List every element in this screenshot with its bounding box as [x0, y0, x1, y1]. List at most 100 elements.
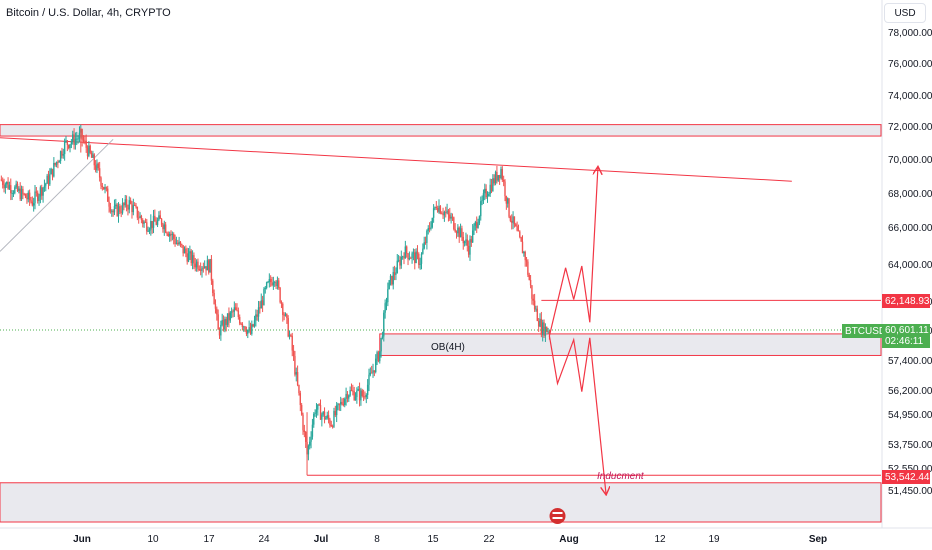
candle-body [357, 389, 359, 391]
candle-body [377, 352, 380, 362]
candle-body [282, 303, 284, 315]
candle-body [493, 178, 495, 184]
candle-body [365, 395, 367, 398]
candle-body [502, 179, 505, 182]
price-tick: 64,000.00 [888, 260, 932, 271]
candle-body [362, 395, 365, 397]
candle-body [385, 302, 388, 304]
candle-body [174, 238, 176, 244]
us-flag-icon-stripe [552, 512, 563, 514]
candle-body [353, 391, 355, 400]
time-tick: 22 [483, 534, 495, 545]
candle-body [506, 198, 509, 204]
candle-body [384, 303, 386, 313]
candle-body [248, 327, 250, 330]
candle-body [341, 401, 343, 404]
candle-body [15, 183, 17, 188]
candle-body [396, 260, 398, 274]
candle-body [334, 410, 337, 416]
candle-body [423, 242, 425, 249]
candle-body [123, 203, 125, 206]
candle-body [465, 239, 467, 242]
candle-body [214, 304, 217, 309]
candle-body [159, 215, 161, 219]
candle-body [65, 140, 67, 142]
price-tick: 54,950.00 [888, 410, 932, 421]
candle-body [405, 246, 408, 254]
candle-body [179, 241, 182, 245]
candle-body [54, 162, 56, 165]
candle-body [78, 132, 81, 139]
currency-button[interactable]: USD [884, 3, 926, 23]
price-tick: 56,200.00 [888, 386, 932, 397]
price-tick: 76,000.00 [888, 59, 932, 70]
price-tick: 51,450.00 [888, 486, 932, 497]
candle-body [352, 390, 354, 392]
candle-body [210, 259, 213, 281]
candle-body [432, 208, 435, 218]
candle-body [366, 384, 369, 396]
candle-body [314, 412, 316, 414]
candle-body [222, 320, 225, 330]
candle-body [376, 352, 378, 359]
candle-body [53, 162, 55, 177]
candle-body [375, 358, 377, 373]
candle-body [216, 308, 218, 315]
candle-body [520, 237, 522, 242]
candle-body [271, 282, 273, 286]
candle-body [509, 216, 512, 221]
candle-body [151, 221, 153, 228]
candle-body [31, 201, 34, 206]
candle-body [539, 318, 541, 327]
candle-body [66, 140, 69, 145]
bar-countdown: 02:46:11 [885, 336, 924, 347]
candle-body [443, 212, 446, 216]
candle-body [140, 215, 143, 220]
candle-body [311, 424, 314, 437]
candle-body [24, 194, 27, 198]
candle-body [166, 232, 168, 234]
candle-body [278, 280, 280, 288]
candle-body [454, 229, 456, 232]
candle-body [348, 395, 350, 399]
candle-body [148, 229, 151, 232]
time-tick: 8 [374, 534, 380, 545]
candle-body [125, 199, 128, 208]
trendline-1 [0, 138, 114, 252]
candle-body [195, 261, 198, 268]
price-tick: 53,750.00 [888, 440, 932, 451]
candle-body [202, 267, 205, 269]
candle-body [543, 322, 545, 336]
candle-body [462, 236, 464, 244]
candle-body [229, 312, 231, 321]
candle-body [542, 322, 544, 335]
candle-body [547, 331, 549, 333]
candle-body [100, 177, 102, 186]
candle-body [331, 426, 334, 427]
candle-body [435, 206, 438, 209]
candle-body [325, 417, 327, 420]
candle-body [59, 151, 62, 162]
candle-body [77, 138, 79, 140]
candle-body [127, 207, 129, 210]
candle-body [32, 203, 35, 206]
time-tick: 19 [708, 534, 720, 545]
level-tag-lower: 53,542.44 [882, 470, 930, 484]
candle-body [34, 191, 36, 204]
candle-body [411, 253, 413, 259]
candle-body [35, 191, 38, 193]
candle-body [498, 175, 501, 178]
candle-body [521, 241, 524, 254]
price-tick: 57,400.00 [888, 356, 932, 367]
candle-body [251, 324, 253, 334]
candle-body [139, 215, 141, 218]
candle-body [228, 313, 230, 321]
candle-body [393, 272, 396, 275]
candle-body [42, 187, 44, 196]
candle-body [511, 220, 513, 223]
candle-body [120, 211, 122, 213]
candle-body [226, 313, 229, 325]
inducement-label: Inducment [597, 471, 644, 482]
candle-body [424, 242, 427, 243]
